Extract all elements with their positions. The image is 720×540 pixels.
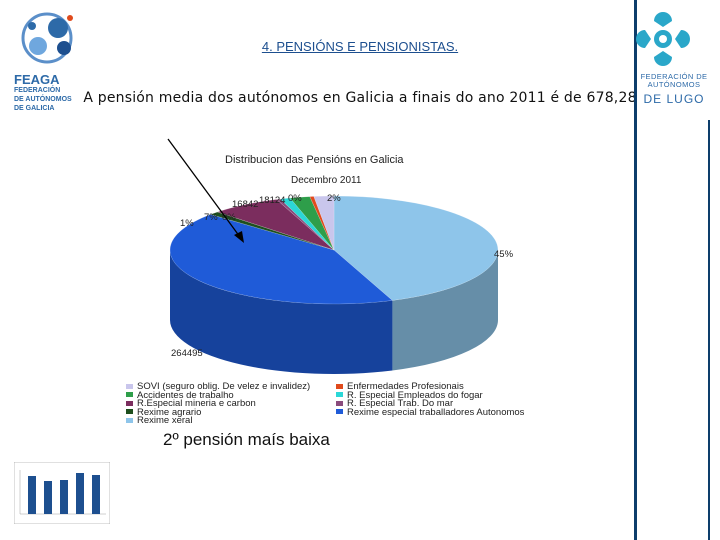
pie-slice <box>279 197 335 251</box>
label-mar: 0% <box>222 212 236 223</box>
label-reximes-xeral: 45% <box>494 249 514 260</box>
legend-swatch <box>126 417 133 423</box>
legend-label: R.Especial mineria e carbon <box>137 398 256 409</box>
feaga-logo-name: FEAGA <box>14 72 60 87</box>
legend-label: R. Especial Empleados do fogar <box>347 389 483 401</box>
feaga-line-3: DE GALICIA <box>14 105 55 112</box>
legend-label: Accidentes de trabalho <box>137 389 234 401</box>
slide-subtitle: A pensión media dos autónomos en Galicia… <box>83 90 637 106</box>
legend-item: Accidentes de trabalho <box>126 390 234 401</box>
pie-slice <box>289 196 335 251</box>
legend-item: R. Especial Trab. Do mar <box>336 398 453 409</box>
lugo-logo-name: DE LUGO <box>643 92 705 106</box>
feaga-line-2: DE AUTÓNOMOS <box>14 96 72 103</box>
chart-legend: SOVI (seguro oblig. De velez e invalidez… <box>126 381 546 426</box>
pie-slice <box>275 198 335 251</box>
feaga-logo-icon <box>21 12 73 64</box>
legend-label: Rexime especial traballadores Autonomos <box>347 406 525 418</box>
legend-swatch <box>126 409 133 415</box>
pie-slice <box>209 211 335 251</box>
lugo-logo-icon <box>636 12 690 66</box>
lugo-line-2: AUTÓNOMOS <box>647 80 701 89</box>
slide-title: 4. PENSIÓNS E PENSIONISTAS. <box>261 39 459 54</box>
legend-label: SOVI (seguro oblig. De velez e invalidez… <box>137 381 311 392</box>
lugo-line-1: FEDERACIÓN DE <box>640 72 708 81</box>
legend-item: Rexime xeral <box>126 415 192 426</box>
legend-label: R. Especial Trab. Do mar <box>347 398 454 409</box>
legend-item: Enfermedades Profesionais <box>336 381 464 392</box>
feaga-logo-subtitle: FEDERACIÓN DE AUTÓNOMOS DE GALICIA <box>14 86 86 113</box>
legend-item: R. Especial Empleados do fogar <box>336 390 483 401</box>
label-fogar: 16842 <box>232 199 259 210</box>
pie-chart <box>169 195 499 374</box>
label-accidentes: 18124 <box>259 195 286 206</box>
legend-swatch <box>336 409 343 415</box>
legend-item: SOVI (seguro oblig. De velez e invalidez… <box>126 381 310 392</box>
legend-label: Rexime agrario <box>137 406 202 418</box>
right-border-bar <box>634 0 637 540</box>
caption-text: 2º pensión maís baixa <box>163 430 330 449</box>
label-sovi: 2% <box>327 193 341 204</box>
label-mineria: 7% <box>204 212 218 223</box>
right-edge-bar <box>708 120 710 540</box>
label-agrario: 1% <box>180 218 194 229</box>
legend-swatch <box>336 383 343 389</box>
pie-slice <box>333 195 499 301</box>
feaga-line-1: FEDERACIÓN <box>14 87 61 94</box>
legend-item: R.Especial mineria e carbon <box>126 398 256 409</box>
legend-swatch <box>336 392 343 398</box>
chart-subtitle: Decembro 2011 <box>291 175 362 186</box>
label-enfermedades: 0% <box>288 193 302 204</box>
pie-slice <box>169 214 393 305</box>
lugo-logo-subtitle: FEDERACIÓN DE AUTÓNOMOS <box>636 73 712 89</box>
pie-slice-side <box>169 250 393 374</box>
pointer-arrow <box>167 138 244 243</box>
legend-label: Rexime xeral <box>137 415 193 426</box>
legend-swatch <box>126 400 133 406</box>
legend-label: Enfermedades Profesionais <box>347 381 464 392</box>
legend-swatch <box>126 392 133 398</box>
pie-slice <box>216 199 335 251</box>
legend-swatch <box>126 383 133 389</box>
legend-item: Rexime especial traballadores Autonomos <box>336 407 524 418</box>
pie-slice <box>309 196 335 251</box>
legend-item: Rexime agrario <box>126 407 201 418</box>
pie-slice <box>313 195 335 251</box>
pie-slice-side <box>392 250 498 371</box>
label-autonomos: 264495 <box>171 348 203 359</box>
mini-bar-chart-thumbnail <box>14 462 110 524</box>
legend-swatch <box>336 400 343 406</box>
chart-title: Distribucion das Pensións en Galicia <box>225 154 404 166</box>
